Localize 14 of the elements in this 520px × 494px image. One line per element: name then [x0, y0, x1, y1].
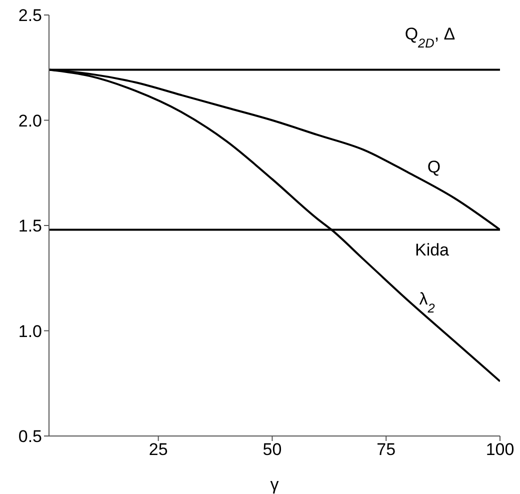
x-tick-label: 25	[148, 440, 168, 460]
series-label: Q	[427, 158, 441, 177]
y-tick-label: 1.5	[18, 216, 42, 236]
y-tick-label: 1.0	[18, 322, 42, 341]
x-tick-label: 100	[486, 440, 514, 460]
y-tick-label: 0.5	[18, 427, 42, 446]
x-tick-label: 50	[262, 440, 282, 460]
series-label: Q$_{2D}$, Δ	[404, 24, 456, 50]
y-tick-label: 2.0	[18, 111, 42, 130]
y-tick-label: 2.5	[18, 6, 42, 26]
series-label: Kida	[414, 240, 450, 260]
series-label: λ$_{2}$	[419, 289, 435, 315]
x-axis-title: γ	[270, 475, 280, 494]
x-tick-label: 75	[376, 440, 396, 460]
